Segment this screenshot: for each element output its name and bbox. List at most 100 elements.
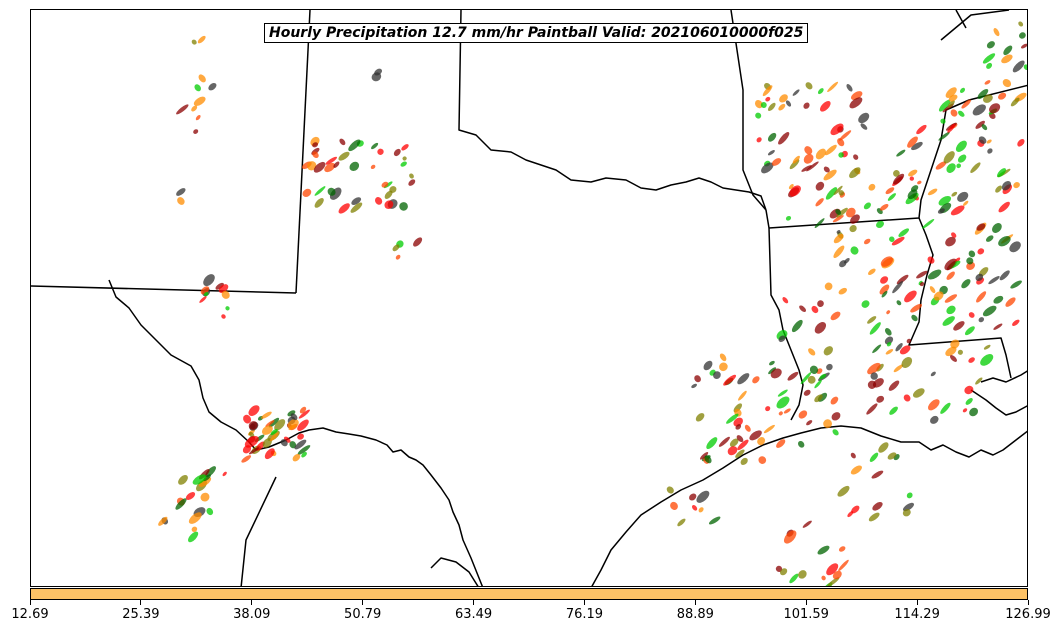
precip-blob — [904, 290, 917, 303]
precip-blob — [950, 109, 958, 117]
precip-blob — [158, 516, 168, 526]
precip-blob — [736, 435, 744, 443]
precip-blob — [993, 295, 1004, 304]
colorbar-tick — [583, 600, 585, 605]
precip-blob — [691, 383, 697, 389]
precip-blob — [978, 317, 985, 323]
precip-blob — [297, 419, 309, 431]
precip-blob — [393, 148, 401, 157]
precip-blob — [896, 149, 906, 157]
precip-blob — [872, 344, 882, 354]
precip-blob — [395, 254, 401, 260]
tx-la-line — [765, 209, 804, 421]
precip-blob — [821, 575, 826, 581]
precip-blob — [198, 477, 212, 487]
precip-blob — [192, 474, 207, 485]
precip-blob — [392, 244, 400, 252]
precip-blob — [881, 290, 888, 298]
precip-blob — [957, 154, 967, 163]
precip-blob — [754, 99, 763, 109]
precip-blob — [961, 99, 971, 109]
precip-blob — [788, 184, 794, 190]
precip-blob — [1003, 45, 1013, 56]
precip-blob — [389, 186, 397, 193]
precip-blob — [940, 118, 946, 124]
precip-blob — [752, 376, 760, 384]
precip-blob — [870, 372, 878, 380]
precip-blob — [839, 130, 852, 141]
precip-blob — [769, 360, 775, 366]
precip-blob — [977, 248, 985, 255]
precip-blob — [975, 377, 983, 385]
precip-blob — [998, 92, 1007, 100]
precip-blob — [815, 148, 826, 160]
precip-blob — [831, 412, 841, 421]
precip-blob — [929, 286, 936, 294]
precip-blob — [972, 104, 986, 116]
precip-blob — [871, 470, 884, 479]
precip-blob — [962, 408, 968, 413]
precip-blob — [930, 371, 936, 377]
precip-blob — [767, 132, 777, 142]
precip-blob — [200, 492, 210, 502]
precip-blob — [290, 413, 298, 421]
precip-blob — [191, 526, 198, 533]
precip-blob — [777, 389, 788, 397]
mexico-coahuila-line — [240, 476, 277, 586]
precip-blob — [193, 96, 206, 106]
precip-blob — [298, 409, 310, 419]
precip-blob — [770, 368, 782, 379]
precip-blob — [1023, 64, 1027, 71]
precip-blob — [850, 465, 862, 475]
precip-blob — [325, 156, 338, 165]
precip-blob — [1001, 54, 1013, 64]
precip-blob — [930, 415, 939, 424]
precip-blob — [975, 120, 985, 129]
precip-blob — [811, 305, 819, 314]
precip-blob — [175, 498, 187, 510]
precip-blob — [869, 322, 881, 335]
precip-blob — [761, 162, 774, 174]
precip-blob — [779, 94, 788, 103]
precip-blob — [767, 102, 776, 111]
precip-blob — [887, 193, 896, 201]
precip-blob — [808, 348, 816, 356]
precip-blob — [832, 429, 839, 436]
precip-blob — [791, 319, 803, 333]
precip-blob — [789, 185, 801, 197]
precip-blob — [771, 158, 782, 166]
precip-blob — [348, 139, 361, 152]
precip-blob — [297, 433, 304, 440]
precip-blob — [744, 424, 751, 432]
precip-blob — [969, 407, 979, 417]
precip-blob — [815, 181, 825, 191]
precip-blob — [735, 449, 745, 458]
precip-blob — [778, 411, 783, 416]
precip-blob — [903, 394, 911, 402]
gulf-coast — [591, 425, 1027, 586]
precip-blob — [248, 421, 258, 430]
precip-blob — [907, 136, 918, 148]
precip-blob — [185, 492, 196, 500]
precip-blob — [982, 305, 997, 317]
precip-blob — [381, 181, 389, 188]
precip-blob — [919, 282, 925, 287]
precip-blob — [958, 110, 965, 117]
precip-blob — [248, 431, 255, 438]
precip-blob — [976, 223, 986, 231]
precip-blob — [917, 180, 922, 185]
precip-blob — [885, 187, 895, 195]
precip-blob — [327, 187, 336, 196]
precip-blob — [950, 205, 965, 216]
precip-blob — [945, 236, 956, 247]
precip-blob — [768, 367, 777, 375]
precip-blob — [945, 346, 957, 357]
precip-blob — [827, 577, 840, 586]
precip-blob — [906, 338, 912, 344]
precip-blob — [989, 103, 1001, 114]
precip-blob — [737, 373, 750, 385]
precip-blob — [809, 365, 819, 375]
precip-blob — [951, 232, 957, 238]
precip-blob — [314, 198, 324, 208]
colorbar-tick-label: 12.69 — [11, 607, 49, 622]
